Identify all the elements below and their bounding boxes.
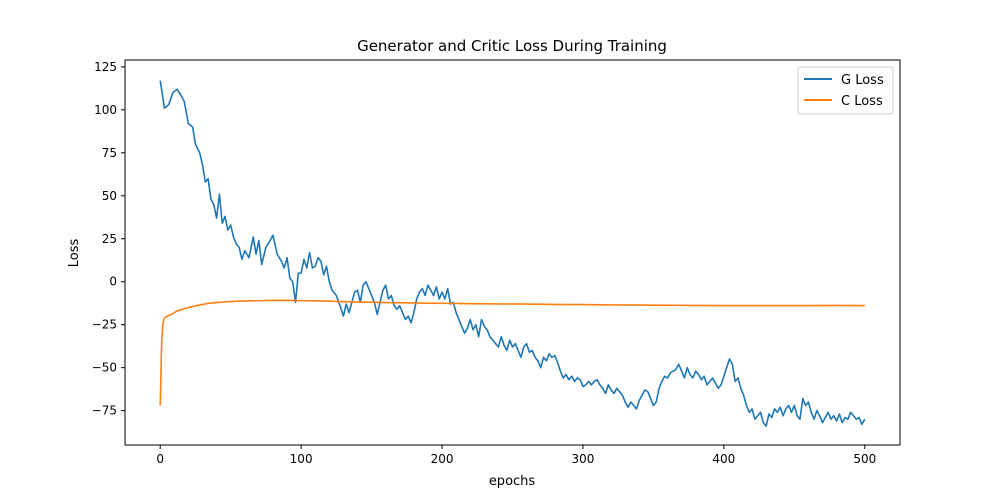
y-axis-label: Loss xyxy=(67,239,82,268)
y-tick-label: −25 xyxy=(92,318,117,332)
y-tick-label: 75 xyxy=(102,146,117,160)
legend-label-c-loss: C Loss xyxy=(841,94,883,109)
y-axis: −75 −50 −25 0 25 50 75 100 125 xyxy=(92,60,125,418)
x-axis: 0 100 200 300 400 500 xyxy=(156,445,876,466)
legend-label-g-loss: G Loss xyxy=(841,73,884,88)
x-tick-label: 500 xyxy=(853,452,876,466)
x-tick-label: 100 xyxy=(290,452,313,466)
y-tick-label: −75 xyxy=(92,404,117,418)
series-line-g-loss xyxy=(159,80,866,427)
series-line-c-loss xyxy=(159,299,865,406)
x-axis-label: epochs xyxy=(489,474,536,489)
x-tick-label: 0 xyxy=(156,452,164,466)
x-tick-label: 300 xyxy=(572,452,595,466)
plot-area xyxy=(159,80,866,427)
y-tick-label: 0 xyxy=(109,275,117,289)
x-tick-label: 400 xyxy=(712,452,735,466)
y-tick-label: 50 xyxy=(102,189,117,203)
chart-title: Generator and Critic Loss During Trainin… xyxy=(357,37,667,55)
y-tick-label: 100 xyxy=(94,103,117,117)
plot-frame xyxy=(124,59,901,446)
y-tick-label: −50 xyxy=(92,361,117,375)
y-tick-label: 25 xyxy=(102,232,117,246)
legend: G Loss C Loss xyxy=(797,66,894,115)
y-tick-label: 125 xyxy=(94,60,117,74)
x-tick-label: 200 xyxy=(431,452,454,466)
